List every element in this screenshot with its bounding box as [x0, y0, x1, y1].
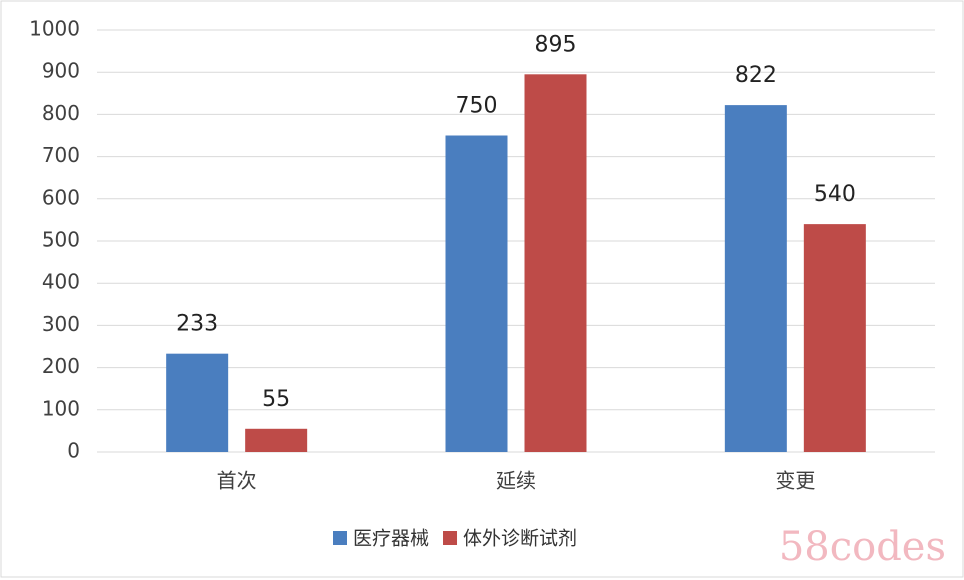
bar — [803, 224, 866, 452]
y-tick-label: 800 — [42, 101, 80, 125]
y-tick-label: 0 — [67, 439, 80, 463]
x-tick-label: 变更 — [775, 469, 815, 493]
watermark: 58codes — [779, 524, 946, 570]
bar — [166, 353, 229, 452]
data-label: 822 — [735, 63, 777, 88]
y-tick-label: 500 — [42, 228, 80, 252]
data-label: 750 — [456, 94, 498, 119]
legend-swatch — [443, 531, 458, 545]
y-tick-label: 300 — [42, 312, 80, 336]
data-label: 233 — [176, 312, 218, 337]
x-tick-label: 延续 — [496, 469, 536, 493]
bar — [445, 135, 508, 452]
y-tick-label: 400 — [42, 270, 80, 294]
y-tick-label: 700 — [42, 143, 80, 167]
y-tick-label: 900 — [42, 59, 80, 83]
y-tick-label: 100 — [42, 396, 80, 420]
bar — [724, 105, 787, 452]
data-label: 895 — [535, 32, 577, 57]
y-tick-label: 600 — [42, 185, 80, 209]
y-tick-label: 1000 — [29, 17, 80, 41]
bar — [524, 74, 587, 452]
legend-swatch — [333, 531, 347, 545]
x-tick-label: 首次 — [217, 469, 257, 493]
y-tick-label: 200 — [42, 354, 80, 378]
legend-label: 体外诊断试剂 — [463, 528, 577, 550]
data-label: 540 — [814, 182, 856, 207]
legend-label: 医疗器械 — [353, 528, 429, 550]
bar — [245, 428, 308, 452]
data-label: 55 — [262, 387, 290, 412]
